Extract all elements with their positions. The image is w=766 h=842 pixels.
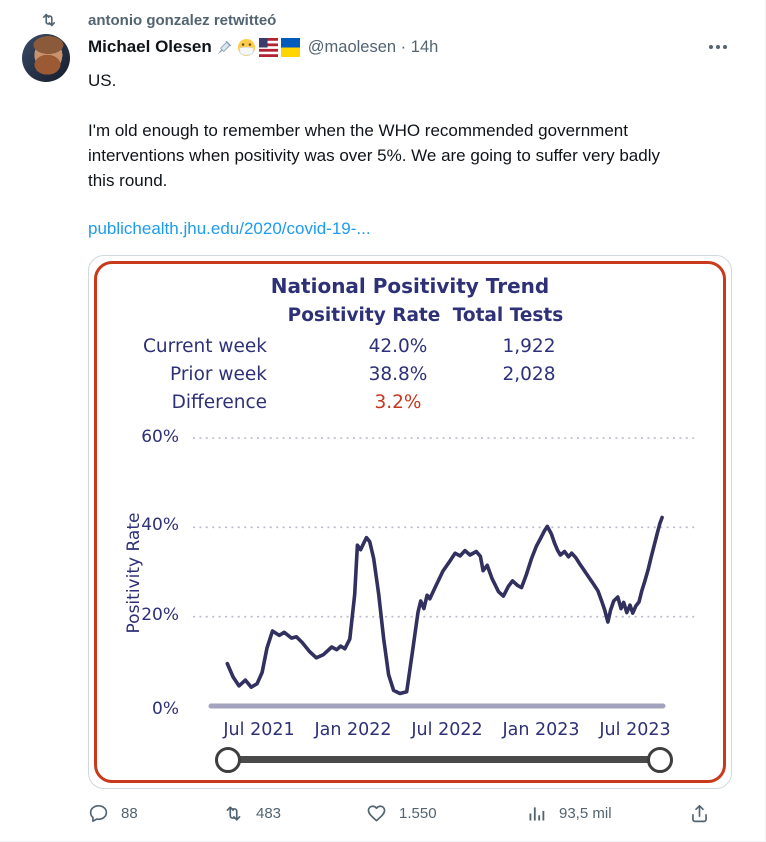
x-tick: Jul 2021 xyxy=(223,720,295,740)
heart-icon xyxy=(367,804,386,822)
x-tick: Jan 2022 xyxy=(314,720,392,740)
slider-handle-left xyxy=(215,747,241,773)
table-row-label: Current week xyxy=(143,336,267,357)
retweet-icon xyxy=(42,13,56,27)
tweet-text-line1: US. xyxy=(88,71,117,90)
retweet-icon xyxy=(226,805,241,821)
slider-track xyxy=(228,756,660,763)
retweet-button[interactable]: 483 xyxy=(223,801,281,825)
retweet-banner-text: antonio gonzalez retwitteó xyxy=(88,11,277,29)
share-icon xyxy=(692,804,707,822)
y-tick-40: 40% xyxy=(141,515,179,535)
bar-chart-icon xyxy=(529,806,545,820)
retweet-banner[interactable]: antonio gonzalez retwitteó xyxy=(22,8,745,32)
reply-count: 88 xyxy=(121,804,138,822)
table-header-total-tests: Total Tests xyxy=(452,305,564,326)
x-tick: Jul 2023 xyxy=(599,720,671,740)
table-header-positivity-rate: Positivity Rate xyxy=(287,305,441,326)
avatar[interactable] xyxy=(22,34,70,82)
x-tick: Jul 2022 xyxy=(411,720,483,740)
tweet-link[interactable]: publichealth.jhu.edu/2020/covid-19-... xyxy=(88,219,371,238)
syringe-icon xyxy=(215,38,234,57)
table-row-rate: 42.0% xyxy=(368,336,428,357)
y-tick-0: 0% xyxy=(152,699,179,719)
action-bar: 88 483 1.550 xyxy=(88,801,730,835)
chart-red-frame xyxy=(94,261,726,783)
views-button[interactable]: 93,5 mil xyxy=(526,801,612,825)
more-options-button[interactable] xyxy=(709,37,727,57)
date-range-slider xyxy=(215,746,673,774)
tweet-text: US. I'm old enough to remember when the … xyxy=(88,68,670,193)
y-tick-20: 20% xyxy=(141,605,179,625)
y-axis-label: Positivity Rate xyxy=(124,512,144,634)
view-count: 93,5 mil xyxy=(559,804,612,822)
like-count: 1.550 xyxy=(399,804,437,822)
table-difference-value: 3.2% xyxy=(374,392,422,413)
chart-image-card[interactable]: National Positivity Trend Positivity Rat… xyxy=(88,255,732,789)
face-with-mask-icon xyxy=(237,38,256,57)
reply-icon xyxy=(89,804,108,822)
like-button[interactable]: 1.550 xyxy=(366,801,437,825)
table-row-rate: 38.8% xyxy=(368,364,428,385)
x-tick: Jan 2023 xyxy=(502,720,580,740)
table-row-label: Prior week xyxy=(170,364,267,385)
share-button[interactable] xyxy=(689,801,710,825)
table-row-label: Difference xyxy=(171,392,267,413)
reply-button[interactable]: 88 xyxy=(88,801,138,825)
flag-us-icon xyxy=(258,37,278,57)
table-row-tests: 2,028 xyxy=(502,364,556,385)
y-tick-60: 60% xyxy=(141,427,179,447)
author-handle-time[interactable]: @maolesen · 14h xyxy=(307,37,439,56)
flag-ukraine-icon xyxy=(280,37,300,57)
slider-handle-right xyxy=(647,747,673,773)
chart-title: National Positivity Trend xyxy=(270,274,550,298)
table-row-tests: 1,922 xyxy=(502,336,556,357)
author-name[interactable]: Michael Olesen xyxy=(88,37,212,56)
tweet-text-paragraph: I'm old enough to remember when the WHO … xyxy=(88,121,660,190)
retweet-count: 483 xyxy=(256,804,282,822)
positivity-line-chart xyxy=(193,437,695,709)
